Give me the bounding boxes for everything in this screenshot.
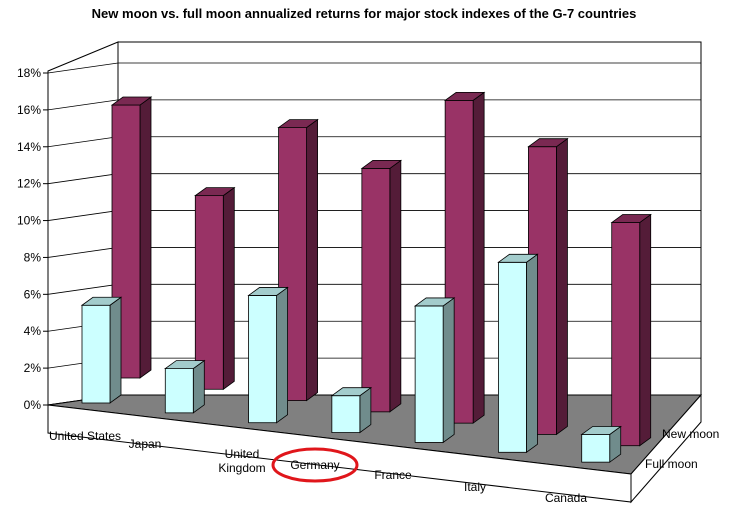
y-tick-label: 6% — [24, 287, 42, 301]
new-moon-bar — [194, 186, 236, 391]
x-tick-label: Japan — [129, 437, 162, 451]
full-moon-bar — [164, 359, 206, 414]
y-tick-label: 16% — [17, 103, 41, 117]
new-moon-bar — [110, 96, 153, 379]
y-tick-label: 14% — [17, 140, 41, 154]
y-axis: 0% 2% 4% 6% 8% 10% 12% 14% 16% 18% — [17, 66, 49, 412]
full-moon-bar — [413, 297, 456, 444]
series-label-new-moon: New moon — [662, 427, 719, 441]
x-tick-label: United States — [49, 429, 121, 443]
highlight-ellipse: Germany — [271, 447, 359, 483]
full-moon-bar — [330, 386, 373, 434]
y-tick-label: 12% — [17, 177, 41, 191]
gridline — [47, 62, 701, 74]
x-tick-label: France — [374, 468, 412, 482]
y-tick-label: 18% — [17, 66, 41, 80]
series-labels: New moon Full moon — [645, 427, 719, 471]
y-tick-label: 10% — [17, 214, 41, 228]
x-tick-label-highlight: Germany — [290, 458, 339, 472]
x-tick-label: Italy — [464, 480, 486, 494]
full-moon-bar — [497, 253, 539, 454]
x-tick-label: Canada — [545, 491, 587, 505]
full-moon-bar — [580, 425, 622, 463]
highlight-ring — [271, 447, 359, 483]
full-moon-bars — [80, 253, 622, 463]
y-tick-label: 4% — [24, 324, 42, 338]
new-moon-bar — [360, 159, 403, 413]
full-moon-bar — [80, 296, 123, 404]
y-tick-label: 2% — [24, 361, 42, 375]
category-labels: United States Japan United Kingdom France Ita… — [49, 429, 587, 505]
full-moon-bar — [247, 286, 289, 424]
series-label-full-moon: Full moon — [645, 457, 698, 471]
x-tick-label: United Kingdom — [218, 447, 265, 475]
new-moon-bar — [610, 213, 652, 447]
y-tick-label: 8% — [24, 250, 42, 264]
y-tick-label: 0% — [24, 398, 42, 412]
chart-title: New moon vs. full moon annualized return… — [92, 6, 637, 21]
gridline — [47, 99, 701, 111]
